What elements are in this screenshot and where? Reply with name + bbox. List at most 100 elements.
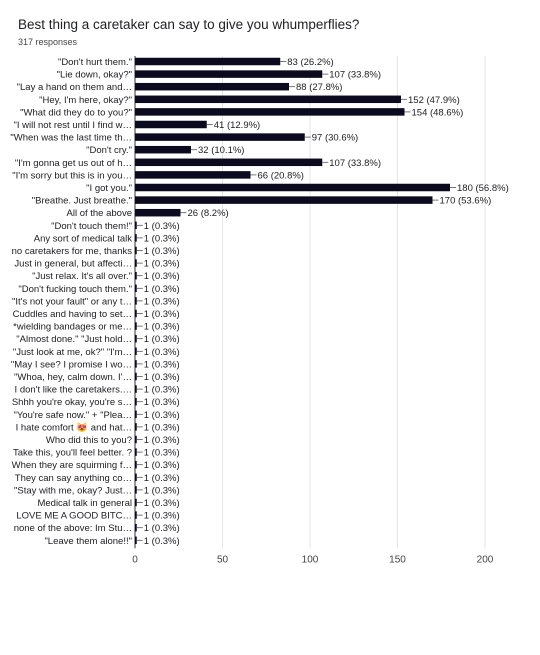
category-label: I hate comfort 😻 and hat… [16,421,132,433]
category-label: "Leave them alone!!" [44,536,132,547]
category-label: "Don't fucking touch them." [18,284,132,295]
data-label: 1 (0.3%) [144,410,180,421]
x-axis-ticks: 0 50 100 150 200 [132,554,494,565]
category-label: They can say anything co… [15,473,132,484]
bar [135,221,137,230]
x-tick-label: 200 [477,554,494,565]
data-label: 1 (0.3%) [144,372,180,383]
data-label: 1 (0.3%) [144,385,180,396]
category-label: "What did they do to you?" [20,107,132,118]
data-label: 1 (0.3%) [144,397,180,408]
bar [135,410,137,419]
bar [135,423,137,431]
category-label: "I'm sorry but this is in you… [12,170,132,181]
data-label: 1 (0.3%) [144,322,180,333]
data-label: 83 (26.2%) [287,57,333,68]
data-label: 107 (33.8%) [329,158,381,169]
data-label: 1 (0.3%) [144,422,180,433]
category-label: none of the above: Im Stu… [14,523,132,534]
bar [135,82,289,91]
data-label: 41 (12.9%) [214,120,260,131]
data-label: 1 (0.3%) [144,347,180,358]
x-tick-label: 150 [389,554,406,565]
data-label: 152 (47.9%) [408,95,460,106]
category-label: Who did this to you? [46,435,132,446]
bar [135,460,137,469]
data-label: 1 (0.3%) [144,460,180,471]
bar [135,70,323,78]
bar [135,57,281,66]
data-label: 26 (8.2%) [188,208,229,219]
category-label: "When was the last time th… [10,133,132,144]
x-tick-label: 100 [302,554,319,565]
bar [135,108,405,116]
data-label: 32 (10.1%) [198,145,244,156]
response-count: 317 responses [18,37,78,47]
category-label: "I got you." [86,183,132,194]
data-label: 1 (0.3%) [144,498,180,509]
data-label: 1 (0.3%) [144,435,180,446]
bar [135,234,137,242]
data-label: 1 (0.3%) [144,523,180,534]
category-label: "I will not rest until I find w… [14,120,132,131]
bar [135,473,137,482]
data-label: 97 (30.6%) [312,133,358,144]
category-label: "I'm gonna get us out of h… [15,158,132,169]
data-label: 1 (0.3%) [144,296,180,307]
category-label: "You're safe now." + "Plea… [13,410,132,421]
data-label: 1 (0.3%) [144,511,180,522]
bar [135,360,137,368]
bar [135,208,181,217]
data-label: 1 (0.3%) [144,536,180,547]
bars [135,57,450,545]
data-label: 1 (0.3%) [144,259,180,270]
bar [135,271,137,280]
data-label: 1 (0.3%) [144,284,180,295]
bar [135,498,137,507]
bar [135,523,137,532]
bar [135,486,137,494]
data-label: 1 (0.3%) [144,246,180,257]
x-tick-label: 0 [132,554,138,565]
bar [135,372,137,381]
data-label: 88 (27.8%) [296,82,342,93]
data-label: 1 (0.3%) [144,359,180,370]
bar [135,435,137,444]
category-label: "It's not your fault" or any t… [12,296,132,307]
bar [135,448,137,456]
category-label: "Just relax. It's all over." [32,271,132,282]
category-label: Just in general, but affecti… [14,259,132,270]
data-label: 1 (0.3%) [144,485,180,496]
x-tick-label: 50 [217,554,229,565]
bar [135,322,137,330]
data-label: 1 (0.3%) [144,233,180,244]
category-label: "Lie down, okay?" [57,70,132,81]
category-label: no caretakers for me, thanks [12,246,133,257]
category-label: "Lay a hand on them and… [17,82,132,93]
bar [135,246,137,255]
data-label: 180 (56.8%) [457,183,509,194]
data-label: 1 (0.3%) [144,271,180,282]
bar [135,95,401,104]
category-label: "Hey, I'm here, okay?" [39,95,132,106]
bar [135,183,450,192]
category-label: All of the above [67,208,133,219]
category-labels: "Don't hurt them." "Lie down, okay?""Lay … [10,57,132,547]
data-label: 66 (20.8%) [258,170,304,181]
category-label: Take this, you'll feel better. ? [13,448,132,459]
bar [135,536,137,545]
category-label: "Don't cry." [86,145,132,156]
category-label: I don't like the caretakers.… [15,385,132,396]
category-label: "Whoa, hey, calm down. I'… [14,372,132,383]
bar [135,120,207,129]
data-label: 1 (0.3%) [144,309,180,320]
bar [135,334,137,343]
category-label: Any sort of medical talk [34,233,132,244]
category-label: Shhh you're okay, you're s… [12,397,132,408]
bar [135,284,137,293]
category-label: Medical talk in general [37,498,132,509]
category-label: "Breathe. Just breathe." [32,196,132,207]
bar [135,171,251,179]
category-label: "May I see? I promise I wo… [11,359,132,370]
data-label: 107 (33.8%) [329,70,381,81]
